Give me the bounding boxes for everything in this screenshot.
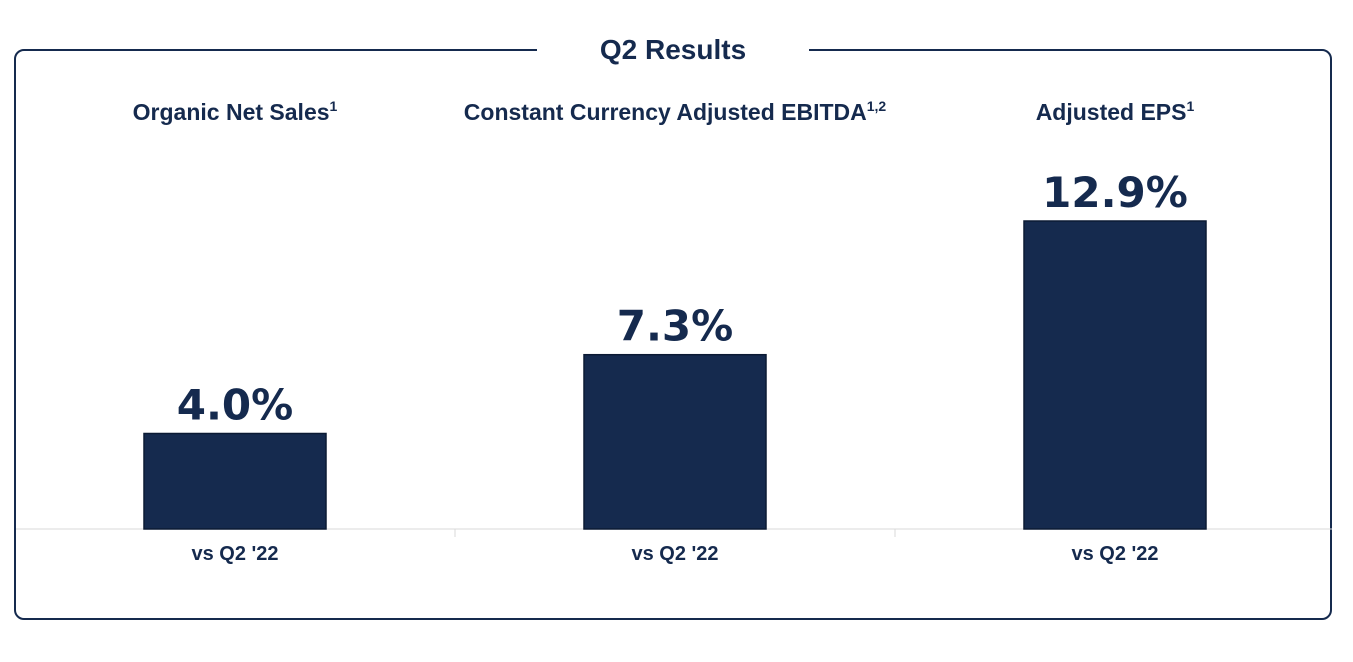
bar-value-label-2: 7.3%	[617, 302, 733, 351]
bar-1	[143, 432, 327, 530]
metric-footnote-2: 1,2	[867, 98, 887, 114]
x-tick-label-2: vs Q2 '22	[631, 543, 718, 565]
metric-label-text-3: Adjusted EPS	[1036, 99, 1187, 125]
metric-footnote-1: 1	[330, 98, 338, 114]
metric-label-3: Adjusted EPS1	[1036, 98, 1195, 125]
bar-2	[583, 353, 767, 530]
metric-label-text-2: Constant Currency Adjusted EBITDA	[464, 99, 867, 125]
bar-value-label-3: 12.9%	[1042, 168, 1188, 217]
x-tick-label-3: vs Q2 '22	[1071, 543, 1158, 565]
chart-title: Q2 Results	[599, 34, 747, 65]
title-gap	[537, 30, 809, 70]
x-tick-label-1: vs Q2 '22	[191, 543, 278, 565]
bar-value-label-1: 4.0%	[177, 380, 293, 429]
metric-label-1: Organic Net Sales1	[133, 98, 338, 125]
metric-footnote-3: 1	[1187, 98, 1195, 114]
bar-3	[1023, 220, 1207, 530]
metric-label-text-1: Organic Net Sales	[133, 99, 330, 125]
metric-label-2: Constant Currency Adjusted EBITDA1,2	[464, 98, 887, 125]
